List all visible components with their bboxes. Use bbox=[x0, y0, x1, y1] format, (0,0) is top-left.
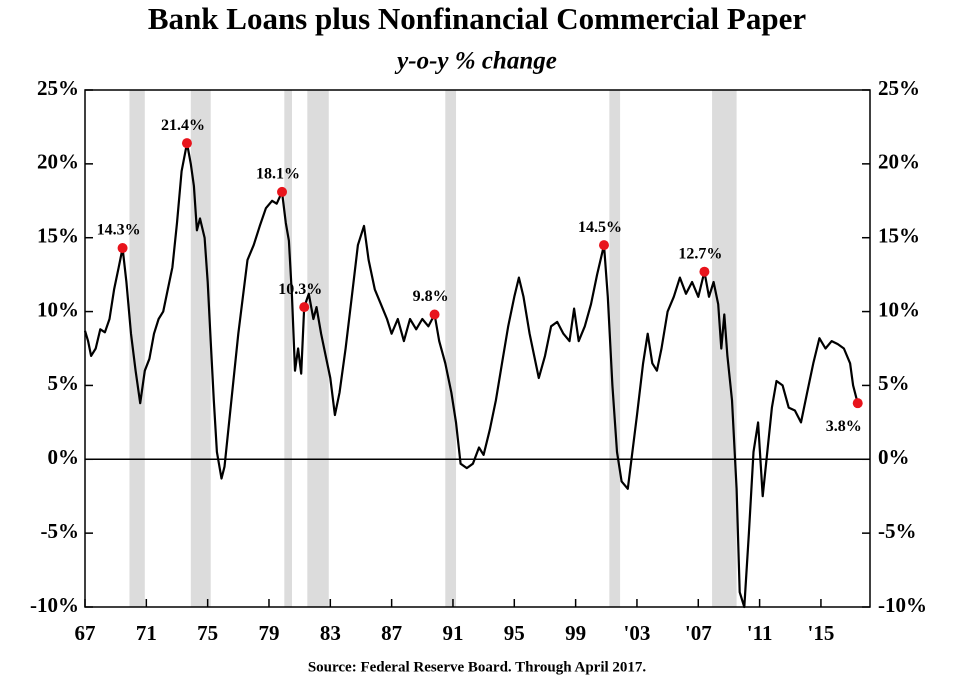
y-tick-label: -5% bbox=[41, 519, 80, 543]
y2-tick-label: 15% bbox=[878, 224, 920, 248]
data-line bbox=[83, 142, 859, 609]
x-tick-label: 87 bbox=[381, 621, 402, 645]
x-tick-label: 67 bbox=[75, 621, 96, 645]
y-tick-label: -10% bbox=[30, 593, 79, 617]
x-tick-label: '07 bbox=[685, 621, 712, 645]
y2-tick-label: 25% bbox=[878, 76, 920, 100]
x-tick-label: 83 bbox=[320, 621, 341, 645]
x-tick-label: 71 bbox=[136, 621, 157, 645]
peak-marker bbox=[181, 138, 192, 149]
annotation-label: 14.3% bbox=[97, 222, 141, 239]
annotation-label: 18.1% bbox=[256, 166, 300, 183]
annotation-label: 3.8% bbox=[826, 418, 862, 435]
x-tick-label: 91 bbox=[442, 621, 463, 645]
peak-marker bbox=[299, 302, 310, 313]
source-note: Source: Federal Reserve Board. Through A… bbox=[308, 659, 647, 675]
y-tick-label: 0% bbox=[48, 445, 80, 469]
recession-band bbox=[129, 90, 145, 607]
y-tick-label: 5% bbox=[48, 371, 80, 395]
x-tick-label: '15 bbox=[808, 621, 835, 645]
annotation-label: 9.8% bbox=[413, 288, 449, 305]
annotation-label: 10.3% bbox=[278, 281, 322, 298]
y2-tick-label: 10% bbox=[878, 297, 920, 321]
x-tick-label: 79 bbox=[258, 621, 279, 645]
peak-marker bbox=[852, 398, 863, 409]
recession-band bbox=[445, 90, 457, 607]
x-tick-label: '11 bbox=[747, 621, 773, 645]
y2-tick-label: -10% bbox=[878, 593, 927, 617]
y2-tick-label: 20% bbox=[878, 150, 920, 174]
peak-marker bbox=[598, 240, 609, 251]
y-tick-label: 10% bbox=[37, 297, 79, 321]
annotation-label: 21.4% bbox=[161, 117, 205, 134]
chart-subtitle: y-o-y % change bbox=[394, 48, 557, 75]
x-tick-label: '03 bbox=[624, 621, 651, 645]
x-tick-label: 99 bbox=[565, 621, 586, 645]
y2-tick-label: 5% bbox=[878, 371, 910, 395]
peak-marker bbox=[277, 186, 288, 197]
y2-tick-label: -5% bbox=[878, 519, 917, 543]
peak-marker bbox=[117, 243, 128, 254]
chart-title: Bank Loans plus Nonfinancial Commercial … bbox=[148, 1, 806, 36]
plot-frame bbox=[84, 89, 871, 608]
x-tick-label: 75 bbox=[197, 621, 218, 645]
y2-tick-label: 0% bbox=[878, 445, 910, 469]
y-tick-label: 25% bbox=[37, 76, 79, 100]
y-tick-label: 20% bbox=[37, 150, 79, 174]
x-tick-label: 95 bbox=[504, 621, 525, 645]
peak-marker bbox=[429, 309, 440, 320]
peak-marker bbox=[699, 266, 710, 277]
recession-band bbox=[712, 90, 737, 607]
recession-band bbox=[190, 90, 211, 607]
recession-band bbox=[284, 90, 292, 607]
recession-band bbox=[307, 90, 329, 607]
recession-band bbox=[609, 90, 621, 607]
annotation-label: 14.5% bbox=[578, 219, 622, 236]
annotation-label: 12.7% bbox=[678, 245, 722, 262]
y-tick-label: 15% bbox=[37, 224, 79, 248]
